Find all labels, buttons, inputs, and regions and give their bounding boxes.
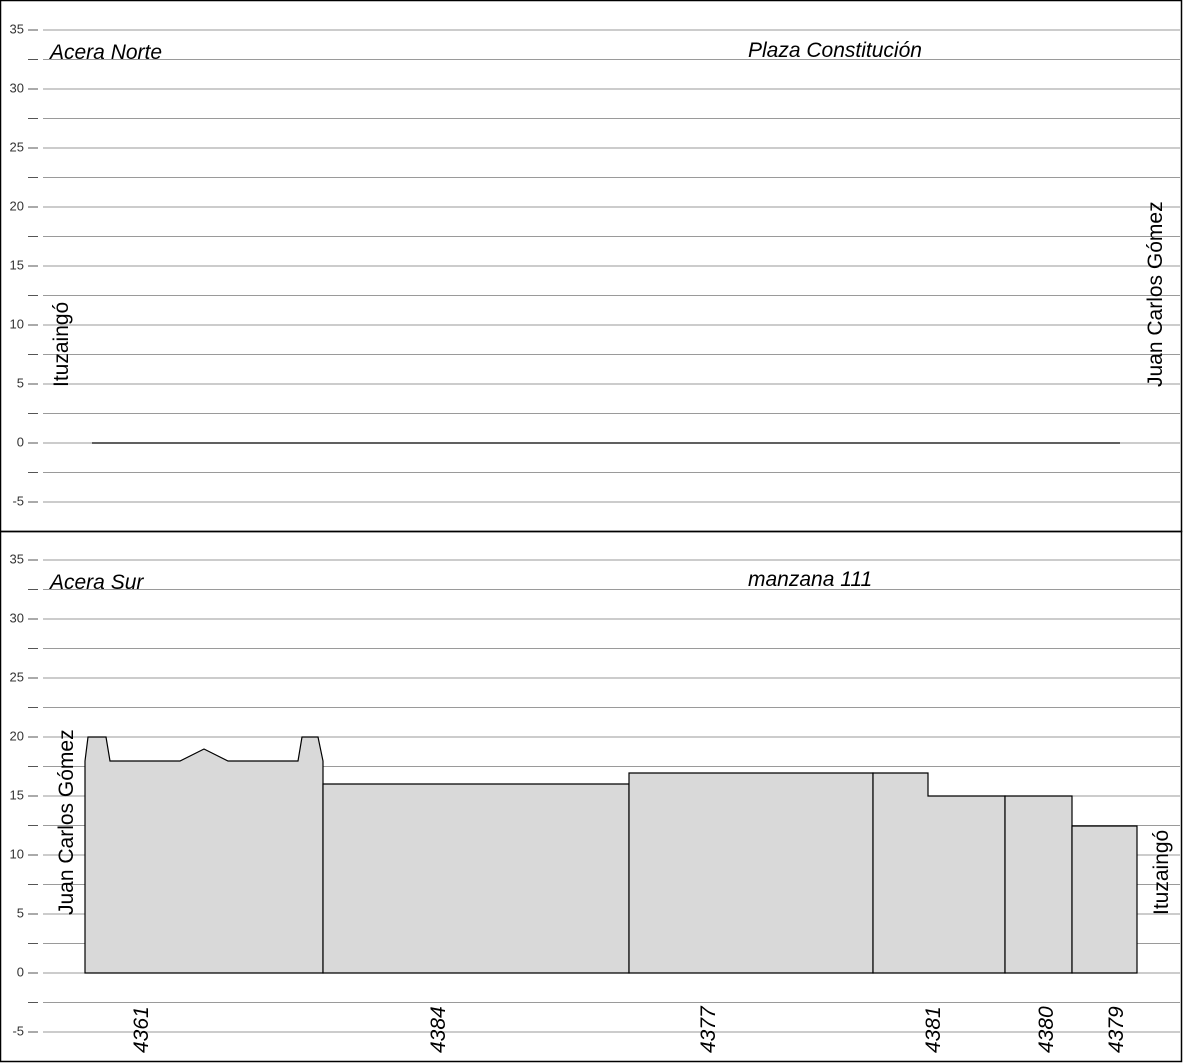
y-tick-label: 30 — [10, 610, 24, 625]
y-tick-label: -5 — [12, 493, 24, 508]
y-tick-label: 30 — [10, 80, 24, 95]
y-tick-label: 25 — [10, 139, 24, 154]
y-tick-label: -5 — [12, 1023, 24, 1038]
panel-label: Acera Norte — [48, 41, 162, 64]
panel-title: Plaza Constitución — [748, 39, 922, 62]
building — [1071, 825, 1138, 974]
building — [872, 772, 1006, 974]
street-label: Juan Carlos Gómez — [1144, 201, 1167, 387]
y-tick-label: 0 — [17, 434, 24, 449]
y-tick-label: 10 — [10, 316, 24, 331]
y-tick-label: 25 — [10, 669, 24, 684]
street-label: Juan Carlos Gómez — [55, 729, 78, 915]
street-label: Ituzaingó — [50, 302, 73, 387]
y-tick-label: 5 — [17, 375, 24, 390]
lot-number: 4381 — [922, 1006, 945, 1053]
lot-number: 4384 — [427, 1006, 450, 1053]
building — [1004, 795, 1073, 974]
y-tick-label: 15 — [10, 787, 24, 802]
y-tick-label: 0 — [17, 964, 24, 979]
lot-number: 4361 — [130, 1006, 153, 1053]
lot-number: 4379 — [1105, 1006, 1128, 1053]
building — [628, 772, 874, 974]
y-tick-label: 20 — [10, 198, 24, 213]
y-tick-label: 20 — [10, 728, 24, 743]
panel-title: manzana 111 — [748, 568, 872, 591]
panel-label: Acera Sur — [48, 571, 144, 594]
building — [84, 736, 324, 974]
y-tick-label: 35 — [10, 21, 24, 36]
building — [322, 783, 630, 974]
y-tick-label: 35 — [10, 551, 24, 566]
lot-number: 4380 — [1035, 1006, 1058, 1053]
y-tick-label: 5 — [17, 905, 24, 920]
lot-labels: 4361 4384 4377 4381 4380 4379 — [130, 1005, 1128, 1053]
panel-frame — [0, 530, 1183, 1063]
lot-number: 4377 — [697, 1005, 720, 1053]
y-tick-label: 15 — [10, 257, 24, 272]
y-tick-label: 10 — [10, 846, 24, 861]
buildings — [84, 736, 1138, 974]
street-label: Ituzaingó — [1150, 830, 1173, 915]
